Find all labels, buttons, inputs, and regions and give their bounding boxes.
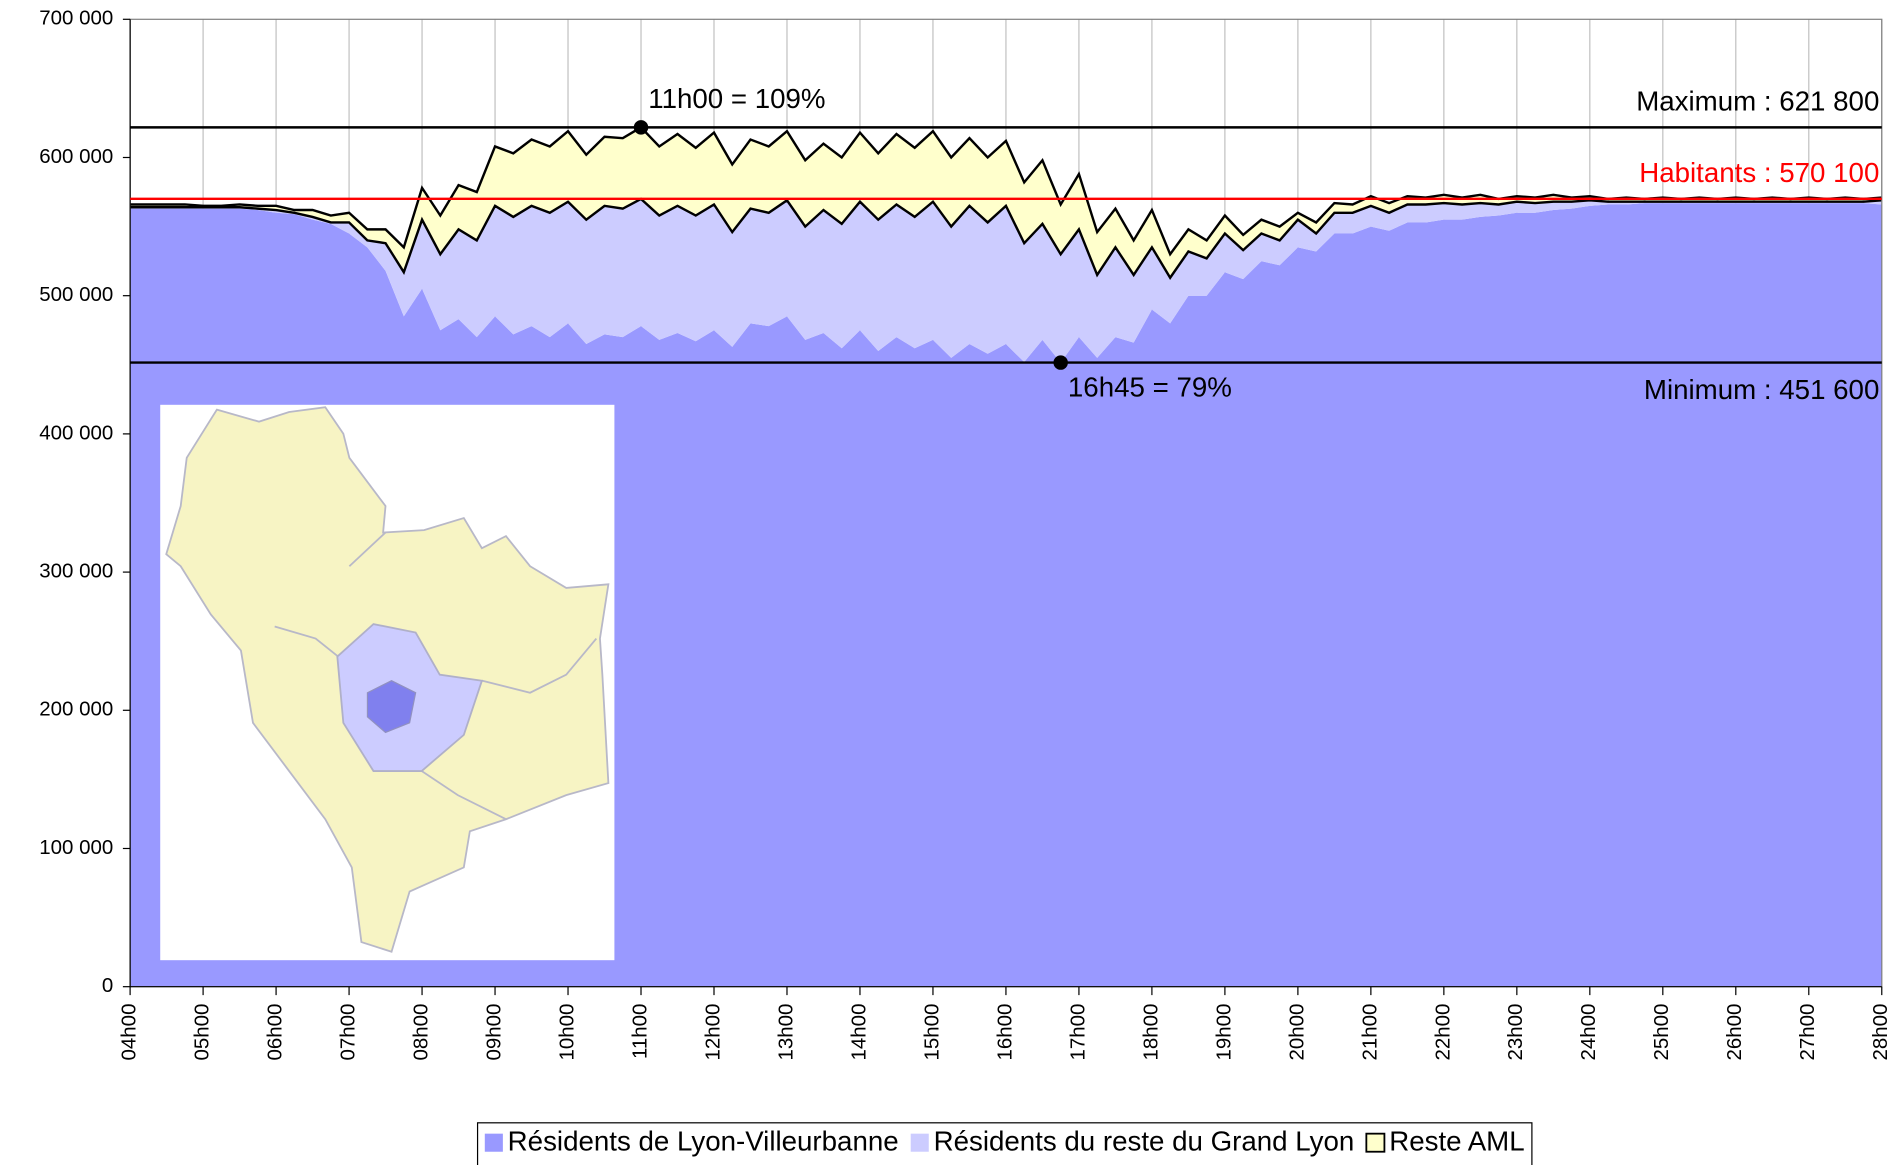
y-tick-label: 300 000 <box>39 559 113 582</box>
x-tick-label: 25h00 <box>1650 1004 1673 1061</box>
map-border <box>421 770 507 821</box>
legend-frame <box>476 1122 1533 1165</box>
map-border <box>481 637 598 694</box>
y-tick-label: 400 000 <box>39 421 113 444</box>
x-tick-label: 19h00 <box>1212 1004 1235 1061</box>
x-tick-label: 16h00 <box>993 1004 1016 1061</box>
legend-item: Résidents du reste du Grand Lyon <box>910 1126 1355 1157</box>
y-tick-label: 200 000 <box>39 698 113 721</box>
x-tick-label: 26h00 <box>1723 1004 1746 1061</box>
x-tick-label: 21h00 <box>1358 1004 1381 1061</box>
x-tick-label: 06h00 <box>263 1004 286 1061</box>
y-tick-label: 100 000 <box>39 836 113 859</box>
x-tick-label: 14h00 <box>847 1004 870 1061</box>
y-tick-label: 0 <box>102 974 113 997</box>
area <box>130 198 1882 363</box>
x-tick-label: 09h00 <box>482 1004 505 1061</box>
reference-label: Habitants : 570 100 <box>1639 157 1879 188</box>
annotation-point <box>1053 355 1068 370</box>
y-tick-label: 700 000 <box>39 7 113 30</box>
x-tick-label: 13h00 <box>774 1004 797 1061</box>
legend-swatch <box>1365 1132 1386 1153</box>
reference-label: Minimum : 451 600 <box>1644 374 1879 405</box>
legend-label: Reste AML <box>1389 1126 1524 1157</box>
map-border <box>348 531 387 567</box>
x-tick-label: 15h00 <box>920 1004 943 1061</box>
annotation-point <box>633 120 649 135</box>
y-tick-label: 500 000 <box>39 283 113 306</box>
legend: Résidents de Lyon-Villeurbanne Résidents … <box>476 1122 1533 1165</box>
legend-label: Résidents de Lyon-Villeurbanne <box>508 1126 899 1157</box>
x-tick-label: 17h00 <box>1066 1004 1089 1061</box>
map-border <box>274 625 341 659</box>
y-tick-label: 600 000 <box>39 145 113 168</box>
overlays: 0 100 000 200 000 300 000 400 000 500 000 600 … <box>39 7 1889 1061</box>
x-tick-label: 28h00 <box>1869 1004 1889 1061</box>
legend-swatch <box>910 1133 929 1152</box>
legend-item: Reste AML <box>1365 1126 1525 1157</box>
area-outline <box>130 197 1882 280</box>
annotation-label: 11h00 = 109% <box>648 83 825 114</box>
legend-label: Résidents du reste du Grand Lyon <box>934 1126 1355 1157</box>
reference-label: Maximum : 621 800 <box>1636 86 1879 117</box>
annotation-label: 16h45 = 79% <box>1068 371 1232 402</box>
legend-item: Résidents de Lyon-Villeurbanne <box>484 1126 899 1157</box>
legend-swatch <box>484 1133 503 1152</box>
x-tick-label: 10h00 <box>555 1004 578 1061</box>
x-tick-label: 27h00 <box>1796 1004 1819 1061</box>
x-tick-label: 08h00 <box>409 1004 432 1061</box>
x-tick-label: 07h00 <box>336 1004 359 1061</box>
area <box>130 127 1882 278</box>
x-tick-label: 12h00 <box>701 1004 724 1061</box>
x-tick-label: 18h00 <box>1139 1004 1162 1061</box>
x-tick-label: 04h00 <box>118 1004 141 1061</box>
x-tick-label: 20h00 <box>1285 1004 1308 1061</box>
map-inset <box>160 404 615 961</box>
map-lyon-villeurbanne <box>366 680 417 734</box>
x-tick-label: 11h00 <box>628 1004 651 1059</box>
x-tick-label: 23h00 <box>1504 1004 1527 1061</box>
area-outline <box>130 125 1882 257</box>
x-tick-label: 22h00 <box>1431 1004 1454 1061</box>
x-tick-label: 05h00 <box>191 1004 214 1061</box>
x-tick-label: 24h00 <box>1577 1004 1600 1061</box>
